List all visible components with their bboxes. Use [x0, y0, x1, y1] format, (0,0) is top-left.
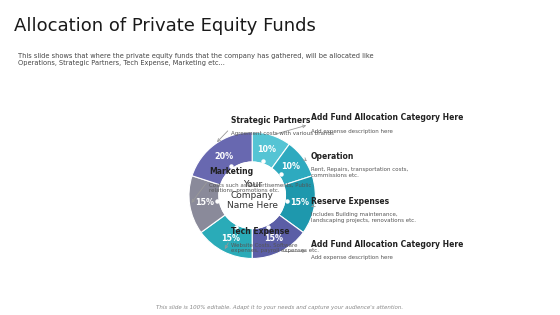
Text: 10%: 10%	[282, 163, 301, 171]
Text: Allocation of Private Equity Funds: Allocation of Private Equity Funds	[14, 17, 316, 35]
Wedge shape	[252, 132, 290, 169]
Text: 15%: 15%	[264, 234, 283, 243]
Text: This slide shows that where the private equity funds that the company has gather: This slide shows that where the private …	[17, 53, 373, 66]
Text: 15%: 15%	[221, 234, 240, 243]
Wedge shape	[279, 176, 315, 232]
Text: Add Fund Allocation Category Here: Add Fund Allocation Category Here	[311, 113, 464, 123]
Text: 15%: 15%	[195, 198, 214, 207]
Text: Add Fund Allocation Category Here: Add Fund Allocation Category Here	[311, 240, 464, 249]
Text: Reserve Expenses: Reserve Expenses	[311, 197, 389, 206]
Text: Website Costs, Software
expenses, payroll expenses etc.: Website Costs, Software expenses, payrol…	[231, 243, 319, 253]
Text: 10%: 10%	[258, 145, 277, 154]
Circle shape	[219, 162, 286, 228]
Text: Add expense description here: Add expense description here	[311, 129, 393, 134]
Wedge shape	[272, 144, 312, 185]
Text: Tech Expense: Tech Expense	[231, 227, 289, 236]
Wedge shape	[252, 215, 304, 259]
Wedge shape	[192, 132, 252, 185]
Text: 20%: 20%	[214, 152, 234, 161]
Text: Includes Building maintenance,
landscaping projects, renovations etc.: Includes Building maintenance, landscapi…	[311, 212, 416, 223]
Text: Operation: Operation	[311, 152, 354, 161]
Text: Add expense description here: Add expense description here	[311, 255, 393, 260]
Text: Costs such as Advertisements, Public
relations, promotions etc.: Costs such as Advertisements, Public rel…	[209, 182, 312, 193]
Text: Strategic Partners: Strategic Partners	[231, 116, 310, 125]
Text: Your
Company
Name Here: Your Company Name Here	[227, 180, 278, 210]
Text: Marketing: Marketing	[209, 167, 254, 176]
Wedge shape	[189, 176, 225, 232]
Text: Rent, Repairs, transportation costs,
commissions etc.: Rent, Repairs, transportation costs, com…	[311, 168, 408, 178]
Text: 15%: 15%	[290, 198, 309, 207]
Wedge shape	[201, 215, 252, 259]
Text: Agreement costs with various brands: Agreement costs with various brands	[231, 131, 334, 136]
Text: This slide is 100% editable. Adapt it to your needs and capture your audience's : This slide is 100% editable. Adapt it to…	[156, 305, 404, 310]
